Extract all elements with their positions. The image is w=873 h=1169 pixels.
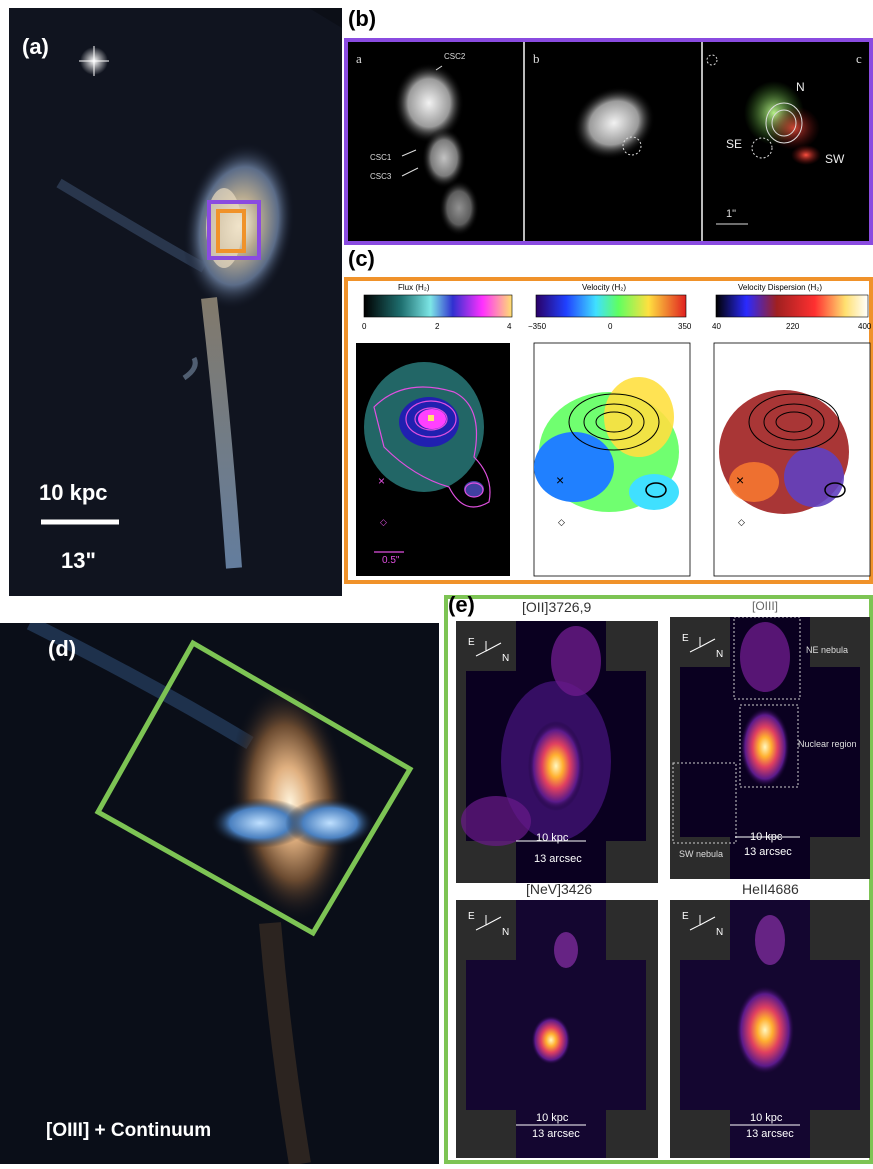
nev-compass-e: E	[468, 911, 475, 922]
disp-cbar-title: Velocity Dispersion (H₂)	[738, 283, 823, 292]
oii-title: [OII]3726,9	[522, 599, 592, 615]
heii-scale-arcsec: 13 arcsec	[746, 1128, 794, 1140]
panel-b-image	[344, 38, 873, 245]
disp-tick-2: 400	[858, 322, 872, 331]
flux-cbar-title: Flux (H₂)	[398, 283, 430, 292]
oiii-map	[670, 617, 870, 879]
panel-a: (a) 10 kpc 13"	[9, 8, 342, 596]
panel-d-caption: [OIII] + Continuum	[46, 1120, 212, 1141]
nuclear-region-label: Nuclear region	[798, 739, 857, 749]
oii-scale-kpc: 10 kpc	[536, 832, 569, 844]
panel-a-image	[9, 8, 342, 596]
disp-tick-0: 40	[712, 322, 721, 331]
panel-b: a b c CSC2 CSC1 CSC3 N SE SW 1"	[344, 38, 873, 245]
vel-tick-0: −350	[528, 322, 547, 331]
nev-scale-kpc: 10 kpc	[536, 1112, 569, 1124]
svg-text:◇: ◇	[738, 517, 745, 527]
panel-c-scale: 0.5"	[382, 555, 400, 566]
heii-scale-kpc: 10 kpc	[750, 1112, 783, 1124]
vel-cbar-title: Velocity (H₂)	[582, 283, 627, 292]
heii-compass-n: N	[716, 927, 724, 938]
csc2-label: CSC2	[444, 52, 466, 61]
ne-nebula-label: NE nebula	[806, 645, 849, 655]
nev-scale-arcsec: 13 arcsec	[532, 1128, 580, 1140]
oii-compass-n: N	[502, 653, 510, 664]
panel-c-letter: (c)	[348, 246, 375, 271]
heii-map	[670, 900, 870, 1158]
panel-e-letter: (e)	[448, 592, 475, 617]
oii-scale-arcsec: 13 arcsec	[534, 853, 582, 865]
panel-b-sub-a-label: a	[356, 51, 362, 66]
oiii-scale-arcsec: 13 arcsec	[744, 846, 792, 858]
svg-text:×: ×	[378, 474, 385, 488]
panel-a-scale-kpc: 10 kpc	[39, 480, 108, 505]
oii-compass-e: E	[468, 637, 475, 648]
heii-title: HeII4686	[742, 881, 799, 897]
panel-a-letter: (a)	[22, 34, 49, 59]
panel-d-image	[0, 616, 439, 1166]
flux-tick-1: 2	[435, 322, 440, 331]
nev-map	[456, 900, 658, 1158]
n-label: N	[796, 80, 805, 94]
oiii-compass-n: N	[716, 649, 724, 660]
nev-compass-n: N	[502, 927, 510, 938]
svg-text:×: ×	[556, 472, 564, 488]
panel-b-letter: (b)	[348, 6, 377, 31]
vel-tick-2: 350	[678, 322, 692, 331]
oiii-scale-kpc: 10 kpc	[750, 831, 783, 843]
disp-tick-1: 220	[786, 322, 800, 331]
panel-b-scale: 1"	[726, 208, 737, 220]
flux-tick-2: 4	[507, 322, 512, 331]
csc1-label: CSC1	[370, 153, 392, 162]
oiii-title: [OIII]	[752, 599, 779, 613]
panel-d: (d) [OIII] + Continuum	[0, 616, 439, 1166]
nev-title: [NeV]3426	[526, 881, 593, 897]
vel-tick-1: 0	[608, 322, 613, 331]
svg-text:×: ×	[736, 472, 744, 488]
panel-e: (e) [OII]3726,9 E N 10 kpc 13 arcsec [OI…	[444, 592, 873, 1164]
panel-c: × × × ◇ ◇ ◇ Flux (H₂) 0 2 4 Velocity (H₂…	[344, 277, 873, 584]
sw-nebula-label: SW nebula	[679, 849, 724, 859]
svg-text:◇: ◇	[380, 517, 387, 527]
panel-a-scale-arcsec: 13"	[61, 548, 96, 573]
panel-b-sub-b-label: b	[533, 51, 540, 66]
oii-map	[456, 621, 658, 883]
csc3-label: CSC3	[370, 172, 392, 181]
svg-text:◇: ◇	[558, 517, 565, 527]
panel-c-image: × × × ◇ ◇ ◇	[344, 277, 873, 584]
panel-d-letter: (d)	[48, 636, 77, 661]
panel-b-sub-c-label: c	[856, 51, 862, 66]
flux-tick-0: 0	[362, 322, 367, 331]
sw-label: SW	[825, 152, 845, 166]
oiii-compass-e: E	[682, 633, 689, 644]
heii-compass-e: E	[682, 911, 689, 922]
se-label: SE	[726, 137, 743, 151]
